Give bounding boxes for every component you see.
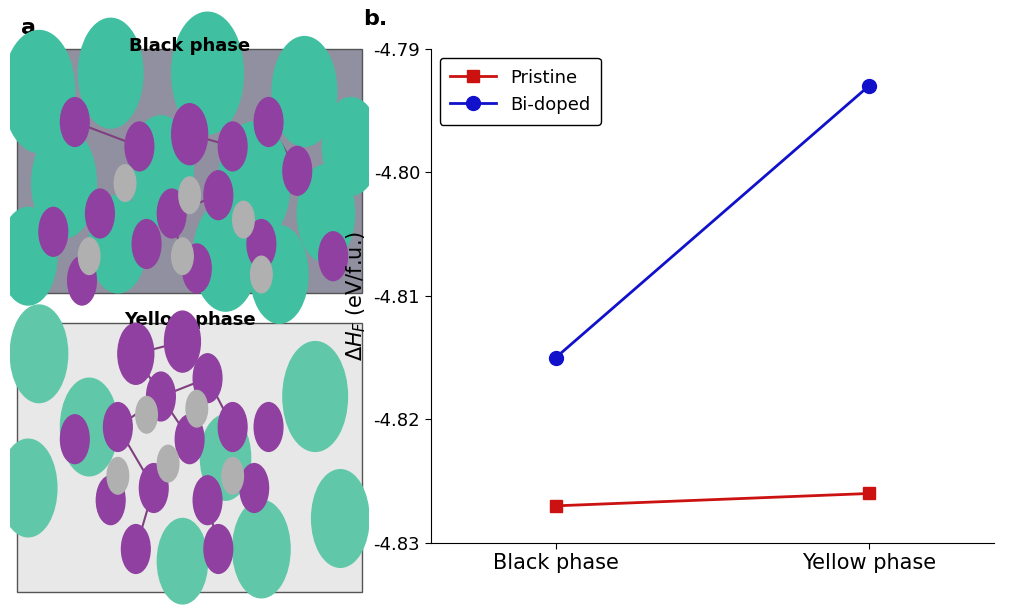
Circle shape (182, 244, 211, 293)
Circle shape (125, 122, 154, 171)
Circle shape (164, 311, 200, 372)
Circle shape (218, 122, 247, 171)
Circle shape (39, 207, 68, 256)
Circle shape (157, 445, 178, 482)
Circle shape (68, 256, 96, 305)
Circle shape (78, 18, 144, 128)
Text: b.: b. (363, 9, 387, 29)
Circle shape (222, 458, 244, 494)
Circle shape (233, 201, 254, 238)
Circle shape (254, 403, 283, 451)
Circle shape (204, 525, 233, 573)
Bar (17, 49, 362, 293)
Circle shape (218, 122, 290, 244)
Circle shape (254, 98, 283, 146)
Circle shape (107, 458, 129, 494)
Circle shape (187, 390, 207, 427)
Circle shape (319, 232, 347, 281)
Circle shape (240, 464, 269, 512)
Circle shape (89, 195, 147, 293)
Text: Yellow phase: Yellow phase (124, 311, 255, 329)
Circle shape (218, 403, 247, 451)
Circle shape (179, 177, 201, 213)
Circle shape (272, 37, 336, 146)
Circle shape (172, 104, 207, 165)
Circle shape (135, 396, 157, 433)
Circle shape (283, 342, 347, 451)
Circle shape (118, 323, 154, 384)
Circle shape (172, 12, 244, 134)
Circle shape (194, 476, 222, 525)
Circle shape (157, 518, 207, 604)
Circle shape (312, 470, 369, 567)
Circle shape (0, 207, 57, 305)
Bar (17, 323, 362, 592)
Circle shape (139, 464, 168, 512)
Text: a.: a. (20, 18, 44, 38)
Circle shape (147, 372, 175, 421)
Circle shape (3, 30, 75, 152)
Circle shape (78, 238, 100, 274)
Circle shape (247, 220, 276, 268)
Circle shape (96, 476, 125, 525)
Text: Black phase: Black phase (129, 37, 250, 55)
Circle shape (322, 98, 380, 195)
Circle shape (193, 201, 258, 311)
Circle shape (10, 305, 68, 403)
Circle shape (175, 415, 204, 464)
Circle shape (251, 226, 308, 323)
Y-axis label: $\Delta H_F$ (eV/f.u.): $\Delta H_F$ (eV/f.u.) (344, 231, 368, 361)
Circle shape (204, 171, 233, 220)
Circle shape (129, 116, 193, 226)
Legend: Pristine, Bi-doped: Pristine, Bi-doped (440, 58, 601, 124)
Circle shape (200, 415, 251, 500)
Circle shape (60, 415, 89, 464)
Circle shape (60, 378, 118, 476)
Circle shape (60, 98, 89, 146)
Circle shape (86, 189, 115, 238)
Circle shape (251, 256, 273, 293)
Circle shape (194, 354, 222, 403)
Circle shape (104, 403, 132, 451)
Circle shape (297, 165, 355, 262)
Circle shape (233, 500, 290, 598)
Circle shape (172, 238, 193, 274)
Circle shape (0, 439, 57, 537)
Circle shape (122, 525, 151, 573)
Circle shape (283, 146, 312, 195)
Circle shape (132, 220, 161, 268)
Circle shape (114, 165, 135, 201)
Circle shape (158, 189, 187, 238)
Circle shape (32, 128, 96, 238)
